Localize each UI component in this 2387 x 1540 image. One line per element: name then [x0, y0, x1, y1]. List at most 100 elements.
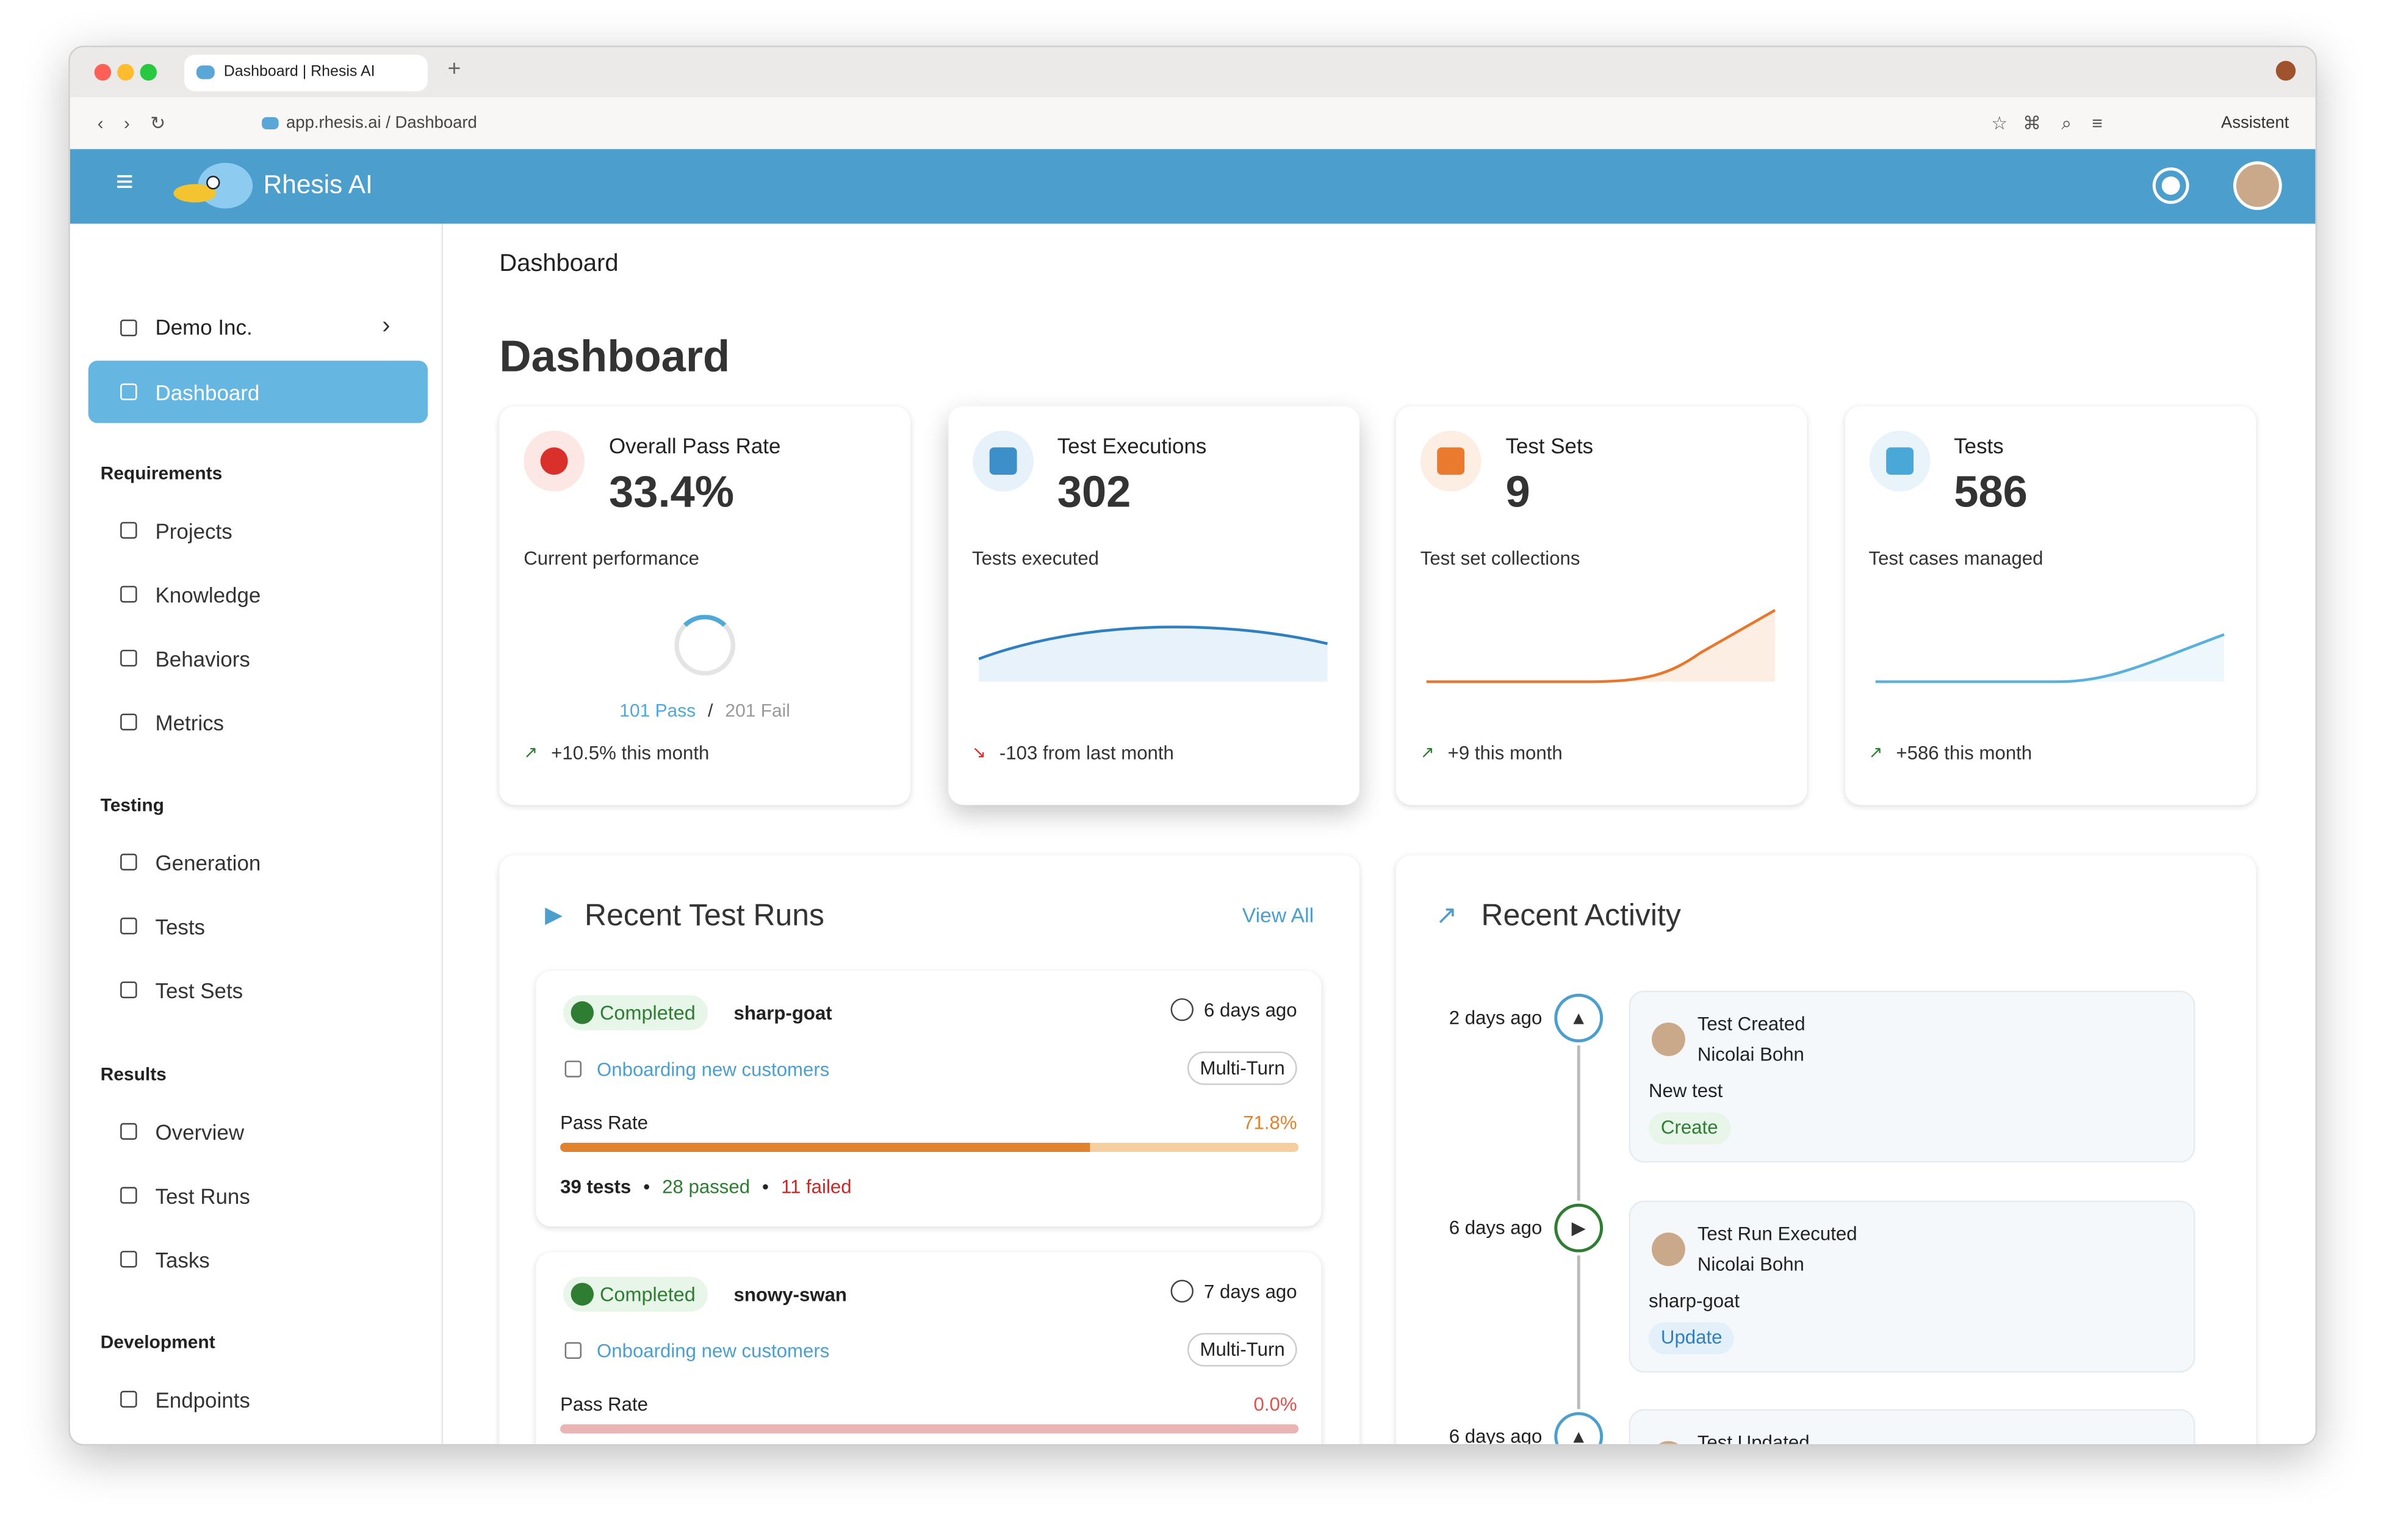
sparkline	[1874, 633, 2224, 683]
nav-item[interactable]: Endpoints	[155, 1387, 250, 1412]
pass-fail-fail: 201 Fail	[725, 700, 790, 722]
toolbar-icons[interactable]: ☆ ⌘ ⌕ ≡	[1991, 112, 2103, 134]
card-icon	[524, 430, 585, 492]
logo-eye	[206, 176, 220, 190]
activity-card[interactable]: Test UpdatedNicolai Bohn	[1629, 1409, 2195, 1444]
type-chip: Multi-Turn	[1187, 1333, 1297, 1367]
card-value: 302	[1057, 469, 1131, 517]
trend-icon: ↗	[1420, 744, 1435, 763]
stat-card[interactable]: Test Executions 302 Tests executed ↘ -103 fr…	[948, 406, 1359, 805]
maximize-button[interactable]	[140, 63, 157, 81]
tab-title: Dashboard | Rhesis AI	[223, 63, 375, 81]
trend-icon: ↗	[524, 744, 538, 763]
activity-card[interactable]: Test Run Executed Nicolai Bohn sharp-goat U…	[1629, 1200, 2195, 1373]
icon	[120, 854, 137, 871]
nav-item[interactable]: Test Sets	[155, 978, 243, 1003]
card-icon-glyph	[988, 447, 1017, 475]
page-title: Dashboard	[499, 333, 730, 382]
tests-count: 39 tests	[560, 1176, 632, 1198]
project-link[interactable]: Onboarding new customers	[597, 1340, 830, 1362]
minimize-button[interactable]	[117, 63, 134, 81]
sidebar: Demo Inc. › Dashboard Requirements Projects K…	[70, 223, 444, 1444]
clock-icon	[1170, 1279, 1194, 1303]
activity-card[interactable]: Test Created Nicolai Bohn New test Create	[1629, 990, 2195, 1163]
card-value: 586	[1954, 469, 2028, 517]
profile[interactable]	[2275, 60, 2296, 81]
activity-panel: ↗ Recent Activity 2 days ago ▲ Test Created N…	[1395, 855, 2256, 1444]
timeline-dot: ▲	[1554, 993, 1604, 1043]
trend: +9 this month	[1447, 743, 1563, 764]
main-content: Dashboard Dashboard Overall Pass Rate 33.…	[443, 224, 2316, 1444]
view-all[interactable]: View All	[1242, 904, 1314, 927]
nav-item[interactable]: Tests	[155, 914, 206, 939]
timeline-glyph: ▲	[1569, 1007, 1588, 1029]
close-button[interactable]	[94, 63, 112, 81]
status-chip: Completed	[563, 995, 708, 1031]
user-avatar[interactable]	[2233, 161, 2282, 210]
status-chip: Completed	[563, 1276, 708, 1312]
sparkline-line	[1874, 633, 2224, 683]
stat-card[interactable]: Tests 586 Test cases managed ↗ +586 this mon…	[1844, 406, 2256, 805]
card-value: 9	[1505, 469, 1530, 517]
nav-item[interactable]: Projects	[155, 519, 232, 544]
address-bar: ‹ › ↻ app.rhesis.ai / Dashboard ☆ ⌘ ⌕ ≡ …	[70, 97, 2316, 151]
sparkline-fill	[977, 627, 1327, 682]
card-icon-glyph	[540, 447, 568, 475]
nav-buttons[interactable]: ‹ › ↻	[97, 112, 166, 134]
run-card[interactable]: Completed sharp-goat 6 days ago Onboarding …	[536, 971, 1322, 1227]
pass-rate-label: Pass Rate	[560, 1112, 649, 1134]
activity-time: 6 days ago	[1449, 1217, 1543, 1239]
nav-item[interactable]: Test Runs	[155, 1184, 250, 1209]
recent-runs-panel: ▶ Recent Test Runs View All Completed sharp-…	[499, 855, 1359, 1444]
icon	[120, 917, 137, 935]
new-tab[interactable]: +	[447, 56, 461, 82]
activity-event: Test Run Executed	[1697, 1223, 1857, 1245]
nav-item-active[interactable]: Dashboard	[88, 361, 428, 423]
nav-item[interactable]: Metrics	[155, 710, 225, 735]
icon	[120, 1391, 137, 1408]
theme-toggle[interactable]	[2155, 170, 2186, 201]
card-title: Test Sets	[1505, 433, 1594, 458]
pass-rate-bar	[560, 1142, 1090, 1152]
card-value: 33.4%	[608, 469, 735, 517]
sparkline	[977, 625, 1327, 682]
nav-item[interactable]: Tasks	[155, 1248, 210, 1272]
card-icon	[971, 430, 1033, 492]
project-link[interactable]: Onboarding new customers	[597, 1059, 830, 1081]
status-icon	[571, 1283, 594, 1306]
icon	[120, 383, 137, 400]
organization[interactable]: Demo Inc.	[155, 315, 253, 340]
failed-count: 11 failed	[780, 1176, 852, 1198]
pass-fail-separator: /	[708, 700, 713, 722]
avatar	[1651, 1232, 1685, 1267]
favicon	[196, 65, 215, 79]
nav-item[interactable]: Generation	[155, 851, 261, 876]
nav-item[interactable]: Overview	[155, 1120, 245, 1145]
icon	[120, 1251, 137, 1268]
card-title: Overall Pass Rate	[608, 433, 781, 458]
stat-card[interactable]: Test Sets 9 Test set collections ↗ +9 this m…	[1395, 406, 1807, 805]
menu-toggle[interactable]: ≡	[115, 165, 134, 200]
icon	[564, 1060, 582, 1078]
pass-rate-value: 71.8%	[1243, 1112, 1297, 1134]
icon	[120, 649, 137, 667]
action-chip: Update	[1648, 1322, 1735, 1355]
url[interactable]: app.rhesis.ai / Dashboard	[286, 114, 477, 132]
logo-beak	[173, 184, 217, 203]
run-name: snowy-swan	[733, 1284, 847, 1306]
activity-user: Nicolai Bohn	[1697, 1043, 1804, 1065]
tab[interactable]: Dashboard | Rhesis AI	[184, 54, 428, 92]
trend: +586 this month	[1896, 743, 2032, 764]
panel-title: Recent Test Runs	[585, 899, 824, 933]
assistant[interactable]: Assistent	[2221, 114, 2289, 132]
run-card[interactable]: Completed snowy-swan 7 days ago Onboarding …	[536, 1252, 1322, 1444]
card-caption: Test cases managed	[1868, 547, 2043, 569]
stat-card[interactable]: Overall Pass Rate 33.4% Current performanc…	[499, 406, 910, 805]
nav-item[interactable]: Behaviors	[155, 646, 250, 671]
card-icon	[1420, 430, 1482, 492]
nav-item[interactable]: Knowledge	[155, 583, 261, 608]
timeline-line	[1577, 1255, 1580, 1409]
